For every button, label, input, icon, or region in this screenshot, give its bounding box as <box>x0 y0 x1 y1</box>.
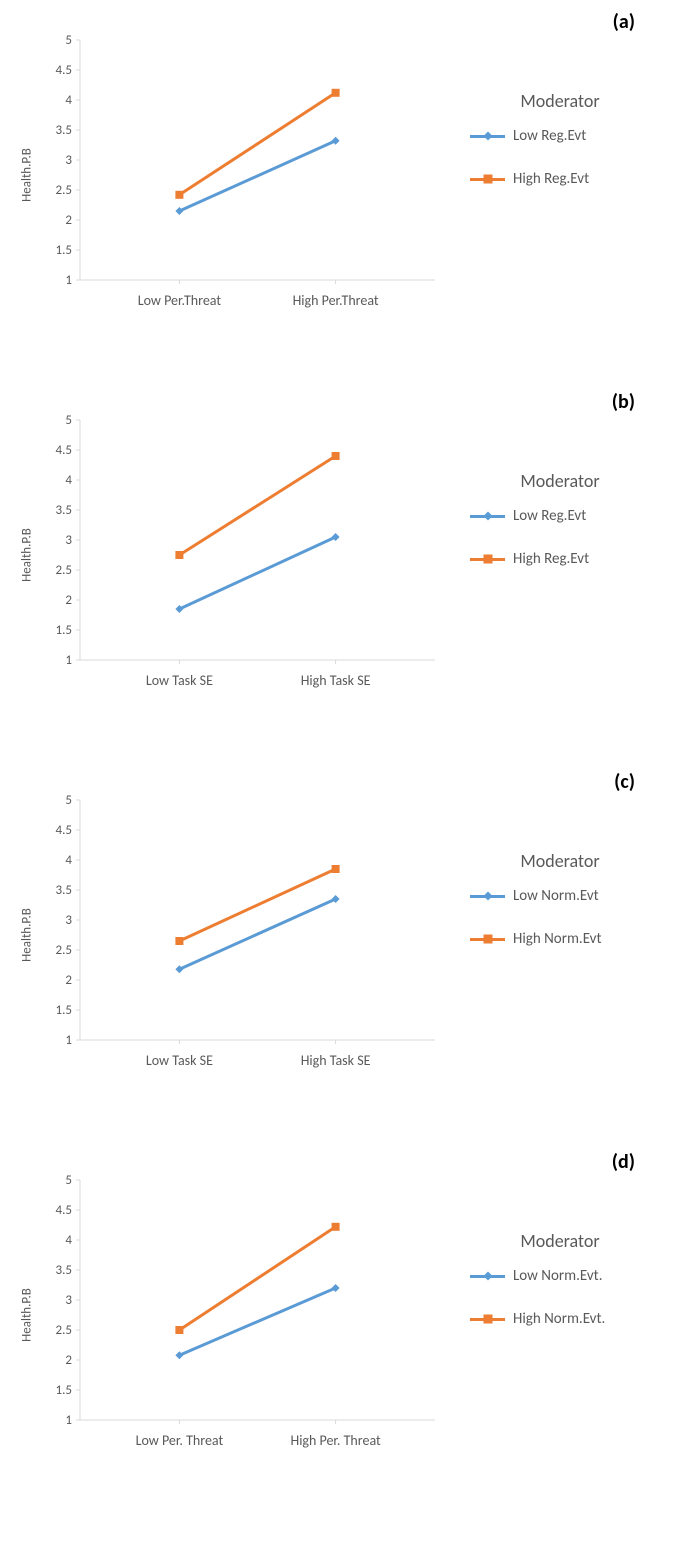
legend: Moderator Low Norm.Evt High Norm.Evt <box>470 850 650 973</box>
chart-panel: (c) 1 1.5 2 2.5 3 3.5 4 4.5 5 Low Task SE High Task… <box>10 770 675 1120</box>
y-axis-label: Health.P.B <box>20 528 35 582</box>
legend-label: High Reg.Evt <box>513 550 589 568</box>
svg-text:5: 5 <box>65 413 72 428</box>
svg-text:High Task SE: High Task SE <box>301 1052 371 1069</box>
svg-text:5: 5 <box>65 33 72 48</box>
svg-text:5: 5 <box>65 1173 72 1188</box>
legend: Moderator Low Reg.Evt High Reg.Evt <box>470 470 650 593</box>
legend-label: High Reg.Evt <box>513 170 589 188</box>
svg-text:Low Per.Threat: Low Per.Threat <box>138 292 222 309</box>
chart-area: 1 1.5 2 2.5 3 3.5 4 4.5 5 Low Task SE High Task SE… <box>45 410 445 700</box>
legend-label: Low Norm.Evt <box>513 887 599 905</box>
svg-text:4.5: 4.5 <box>56 823 72 838</box>
svg-text:2: 2 <box>65 973 72 988</box>
legend-item: High Reg.Evt <box>470 550 650 568</box>
svg-text:4.5: 4.5 <box>56 443 72 458</box>
legend-swatch <box>470 938 505 941</box>
legend-item: Low Reg.Evt <box>470 127 650 145</box>
chart-panel: (d) 1 1.5 2 2.5 3 3.5 4 4.5 5 Low Per. Threat High … <box>10 1150 675 1500</box>
svg-text:1: 1 <box>65 1413 72 1428</box>
panel-label: (d) <box>612 1150 635 1174</box>
legend-swatch <box>470 178 505 181</box>
legend: Moderator Low Norm.Evt. High Norm.Evt. <box>470 1230 650 1353</box>
legend-item: High Norm.Evt <box>470 930 650 948</box>
legend-title: Moderator <box>470 1230 650 1252</box>
svg-text:5: 5 <box>65 793 72 808</box>
legend-item: High Reg.Evt <box>470 170 650 188</box>
svg-text:1.5: 1.5 <box>56 243 72 258</box>
chart-area: 1 1.5 2 2.5 3 3.5 4 4.5 5 Low Per. Threat High Per… <box>45 1170 445 1460</box>
svg-text:3.5: 3.5 <box>56 883 72 898</box>
legend-title: Moderator <box>470 90 650 112</box>
svg-text:2: 2 <box>65 213 72 228</box>
legend-swatch <box>470 515 505 518</box>
panel-label: (a) <box>613 10 635 34</box>
legend-swatch <box>470 558 505 561</box>
svg-text:1.5: 1.5 <box>56 1383 72 1398</box>
legend-label: High Norm.Evt <box>513 930 602 948</box>
svg-text:High Task SE: High Task SE <box>301 672 371 689</box>
chart-panel: (a) 1 1.5 2 2.5 3 3.5 4 4.5 5 Low Per.Threat High P… <box>10 10 675 360</box>
svg-text:1: 1 <box>65 653 72 668</box>
legend-item: High Norm.Evt. <box>470 1310 650 1328</box>
svg-text:2.5: 2.5 <box>56 563 72 578</box>
svg-text:3.5: 3.5 <box>56 503 72 518</box>
legend: Moderator Low Reg.Evt High Reg.Evt <box>470 90 650 213</box>
svg-text:2.5: 2.5 <box>56 1323 72 1338</box>
svg-text:1.5: 1.5 <box>56 1003 72 1018</box>
svg-text:2: 2 <box>65 593 72 608</box>
chart-area: 1 1.5 2 2.5 3 3.5 4 4.5 5 Low Task SE High Task SE… <box>45 790 445 1080</box>
svg-text:1: 1 <box>65 1033 72 1048</box>
legend-label: Low Reg.Evt <box>513 507 586 525</box>
chart-area: 1 1.5 2 2.5 3 3.5 4 4.5 5 Low Per.Threat High Per.… <box>45 30 445 320</box>
svg-text:4.5: 4.5 <box>56 63 72 78</box>
y-axis-label: Health.P.B <box>20 148 35 202</box>
chart-panel: (b) 1 1.5 2 2.5 3 3.5 4 4.5 5 Low Task SE High Task… <box>10 390 675 740</box>
legend-title: Moderator <box>470 850 650 872</box>
svg-text:1: 1 <box>65 273 72 288</box>
y-axis-label: Health.P.B <box>20 1288 35 1342</box>
svg-text:2: 2 <box>65 1353 72 1368</box>
panel-label: (c) <box>614 770 635 794</box>
svg-text:Low Task SE: Low Task SE <box>146 672 213 689</box>
legend-item: Low Norm.Evt <box>470 887 650 905</box>
panel-label: (b) <box>612 390 635 414</box>
legend-item: Low Norm.Evt. <box>470 1267 650 1285</box>
svg-text:3.5: 3.5 <box>56 1263 72 1278</box>
svg-text:High Per.Threat: High Per.Threat <box>293 292 379 309</box>
svg-text:4: 4 <box>65 473 72 488</box>
svg-text:4.5: 4.5 <box>56 1203 72 1218</box>
svg-text:4: 4 <box>65 853 72 868</box>
svg-text:3: 3 <box>65 913 72 928</box>
legend-label: High Norm.Evt. <box>513 1310 605 1328</box>
svg-text:High Per. Threat: High Per. Threat <box>290 1432 381 1449</box>
svg-text:4: 4 <box>65 93 72 108</box>
legend-swatch <box>470 1275 505 1278</box>
svg-text:3.5: 3.5 <box>56 123 72 138</box>
svg-text:3: 3 <box>65 1293 72 1308</box>
legend-label: Low Reg.Evt <box>513 127 586 145</box>
svg-text:Low Task SE: Low Task SE <box>146 1052 213 1069</box>
svg-text:Low Per. Threat: Low Per. Threat <box>136 1432 224 1449</box>
legend-item: Low Reg.Evt <box>470 507 650 525</box>
svg-text:2.5: 2.5 <box>56 183 72 198</box>
legend-swatch <box>470 135 505 138</box>
svg-text:2.5: 2.5 <box>56 943 72 958</box>
svg-text:4: 4 <box>65 1233 72 1248</box>
legend-swatch <box>470 895 505 898</box>
svg-text:3: 3 <box>65 533 72 548</box>
y-axis-label: Health.P.B <box>20 908 35 962</box>
svg-text:3: 3 <box>65 153 72 168</box>
legend-swatch <box>470 1318 505 1321</box>
svg-text:1.5: 1.5 <box>56 623 72 638</box>
legend-title: Moderator <box>470 470 650 492</box>
legend-label: Low Norm.Evt. <box>513 1267 603 1285</box>
